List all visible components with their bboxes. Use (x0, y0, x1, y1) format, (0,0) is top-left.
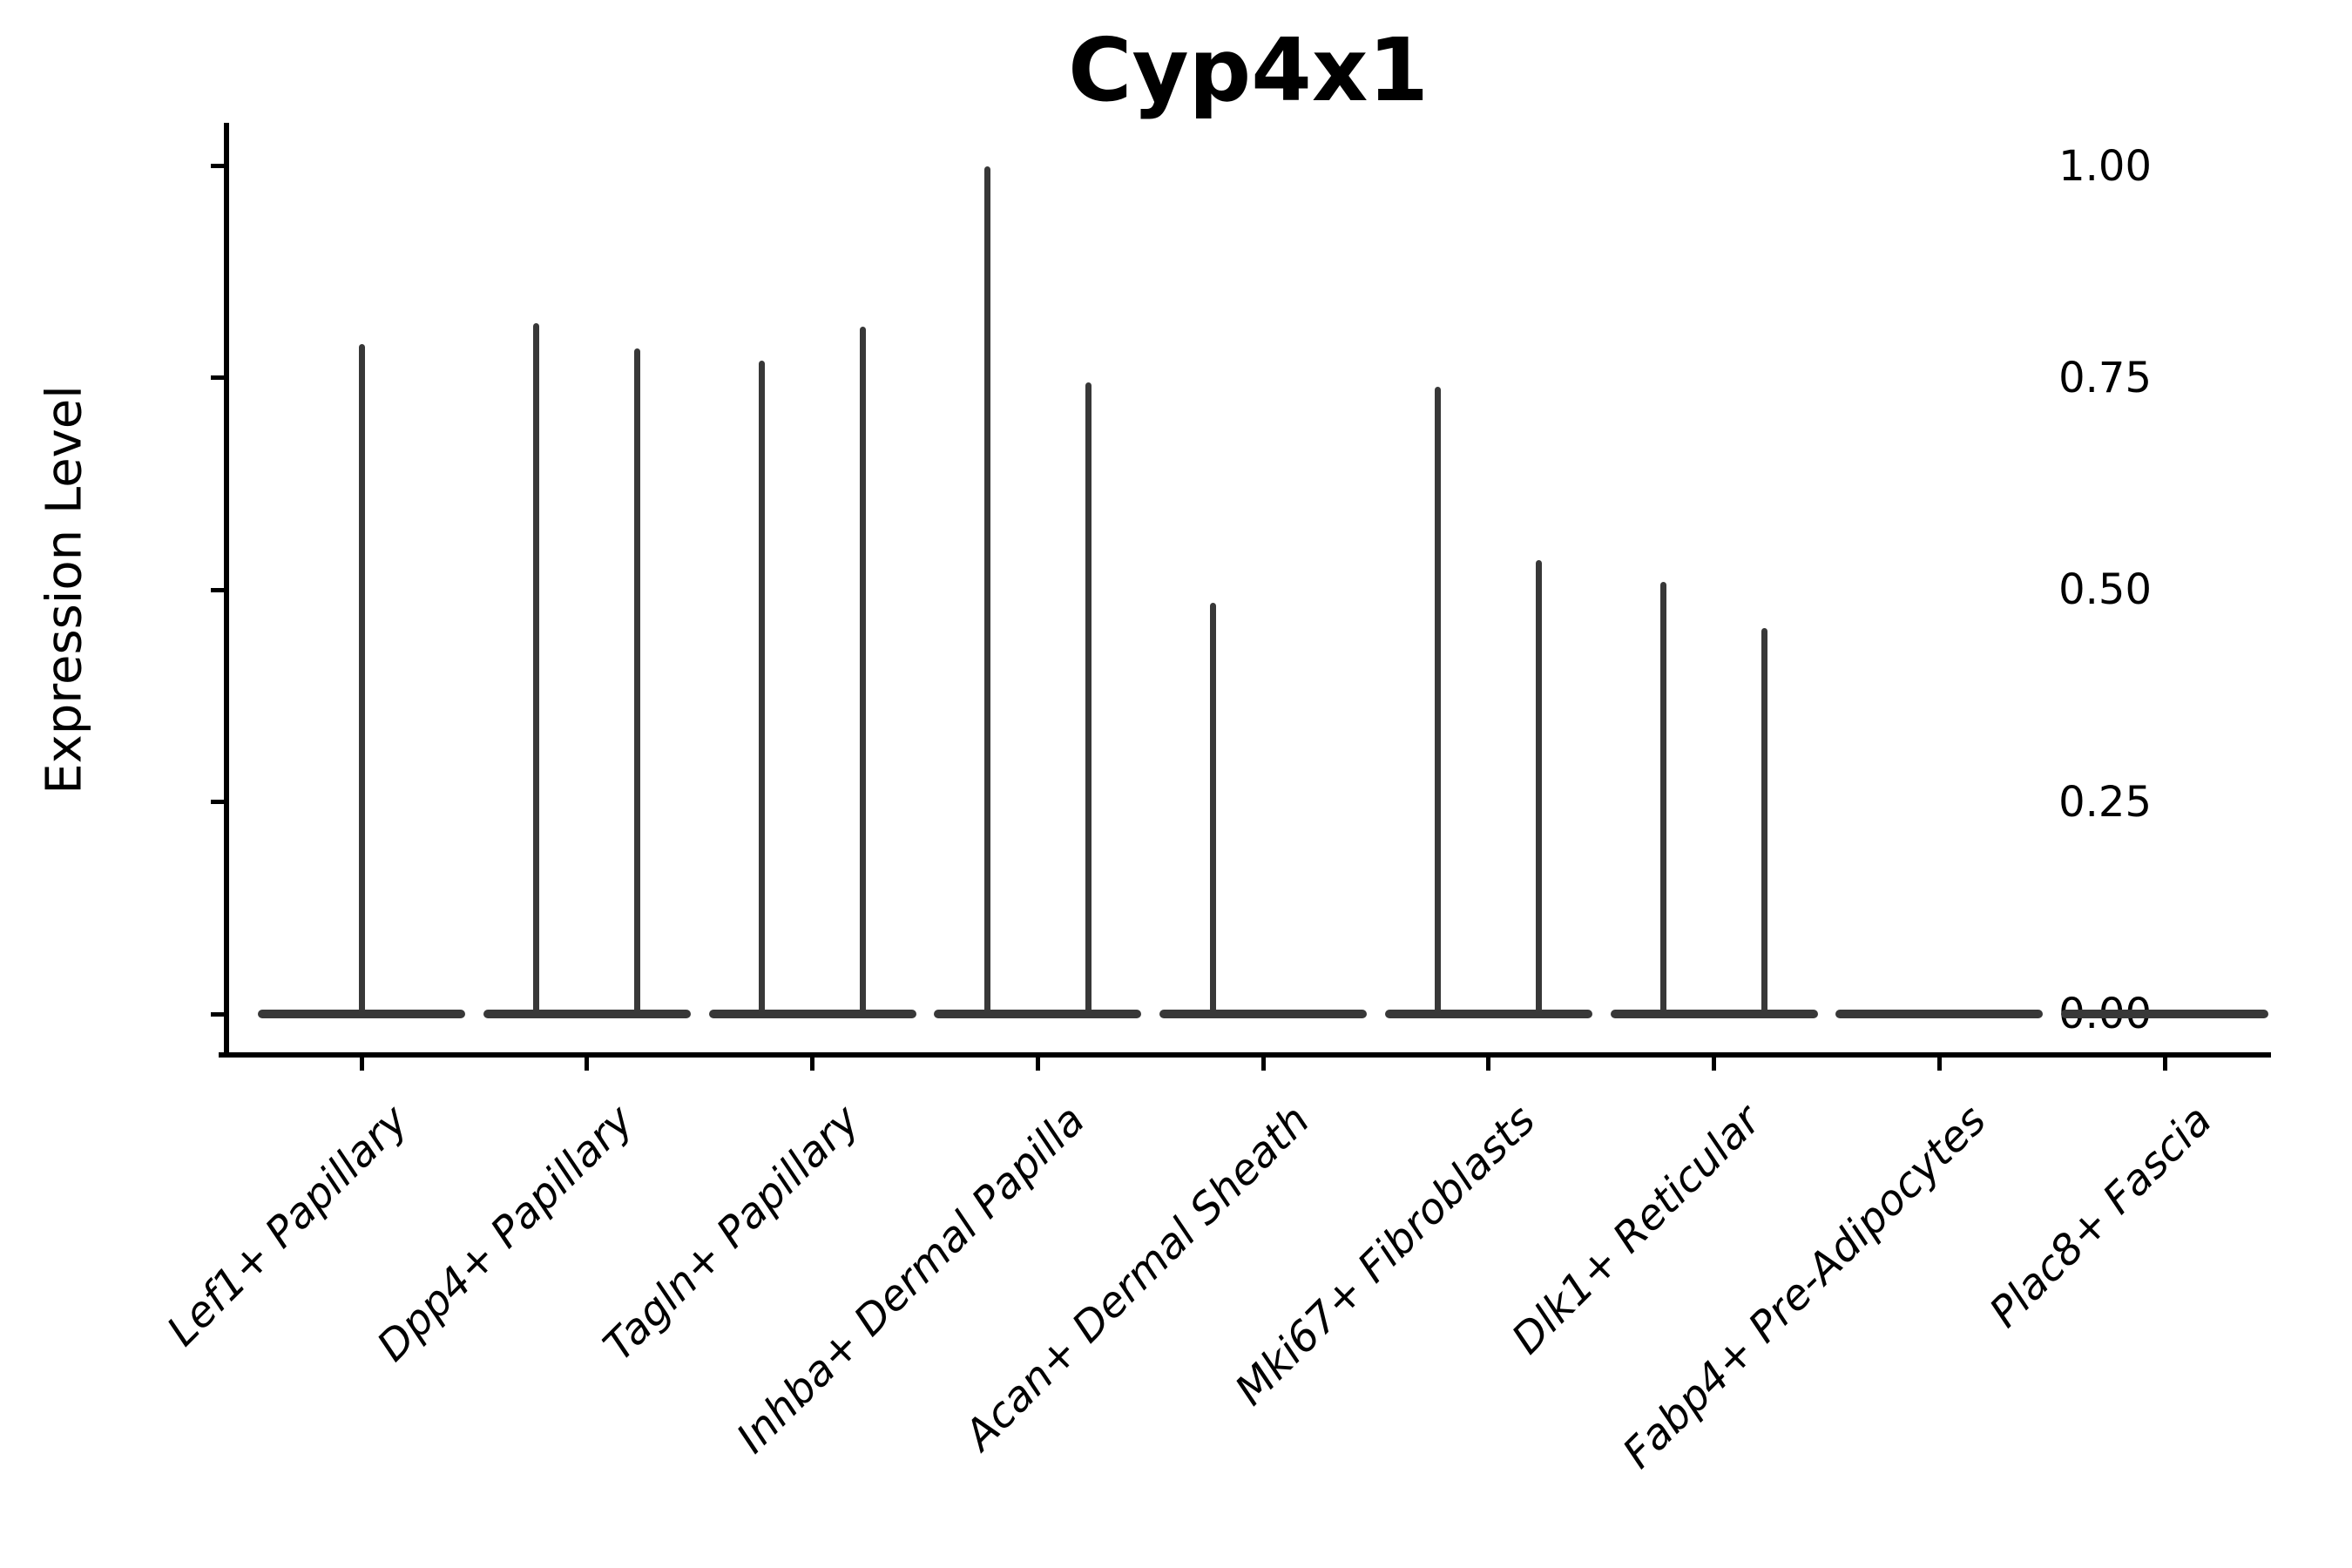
x-tick-mark (810, 1055, 814, 1071)
x-tick-mark (2162, 1055, 2167, 1071)
violin-spike (1435, 386, 1442, 1014)
plot-title: Cyp4x1 (1068, 19, 1429, 121)
violin-spike (634, 348, 641, 1014)
y-axis-label: Expression Level (36, 385, 93, 794)
violin-baseline (2061, 1010, 2268, 1018)
y-axis-line (224, 123, 229, 1058)
violin-baseline (1384, 1010, 1592, 1018)
y-tick-label: 0.50 (2058, 565, 2152, 615)
violin-spike (759, 361, 765, 1014)
y-tick-mark (211, 1011, 226, 1017)
violin-spike (983, 166, 990, 1014)
y-tick-mark (211, 375, 226, 381)
violin-spike (1536, 560, 1543, 1014)
violin-spike (860, 327, 866, 1014)
violin-spike (1085, 382, 1092, 1014)
violin-baseline (258, 1010, 465, 1018)
x-tick-label: Fabp4+ Pre-Adipocytes (1613, 1096, 1996, 1478)
y-tick-mark (211, 800, 226, 805)
x-tick-label: Plac8+ Fascia (1979, 1096, 2221, 1337)
violin-spike (1660, 581, 1666, 1014)
violin-baseline (1610, 1010, 1818, 1018)
x-tick-label: Lef1+ Papillary (158, 1096, 418, 1356)
y-tick-label: 1.00 (2058, 141, 2152, 191)
y-tick-mark (211, 164, 226, 168)
y-tick-mark (211, 587, 226, 592)
x-tick-label: Dlk1+ Reticular (1502, 1096, 1771, 1364)
y-tick-label: 0.75 (2058, 353, 2152, 402)
x-tick-mark (1712, 1055, 1716, 1071)
x-tick-mark (585, 1055, 590, 1071)
violin-baseline (1159, 1010, 1367, 1018)
x-tick-mark (1936, 1055, 1942, 1071)
y-tick-label: 0.25 (2058, 777, 2152, 827)
violin-spike (1209, 602, 1216, 1014)
violin-spike (1761, 628, 1767, 1014)
violin-spike (533, 322, 540, 1014)
violin-spike (358, 343, 365, 1014)
x-axis-line (219, 1052, 2271, 1058)
violin-baseline (708, 1010, 916, 1018)
violin-baseline (1835, 1010, 2044, 1018)
violin-baseline (483, 1010, 691, 1018)
x-tick-mark (1486, 1055, 1491, 1071)
x-tick-mark (359, 1055, 364, 1071)
violin-baseline (934, 1010, 1142, 1018)
x-tick-mark (1260, 1055, 1266, 1071)
x-tick-mark (1035, 1055, 1040, 1071)
